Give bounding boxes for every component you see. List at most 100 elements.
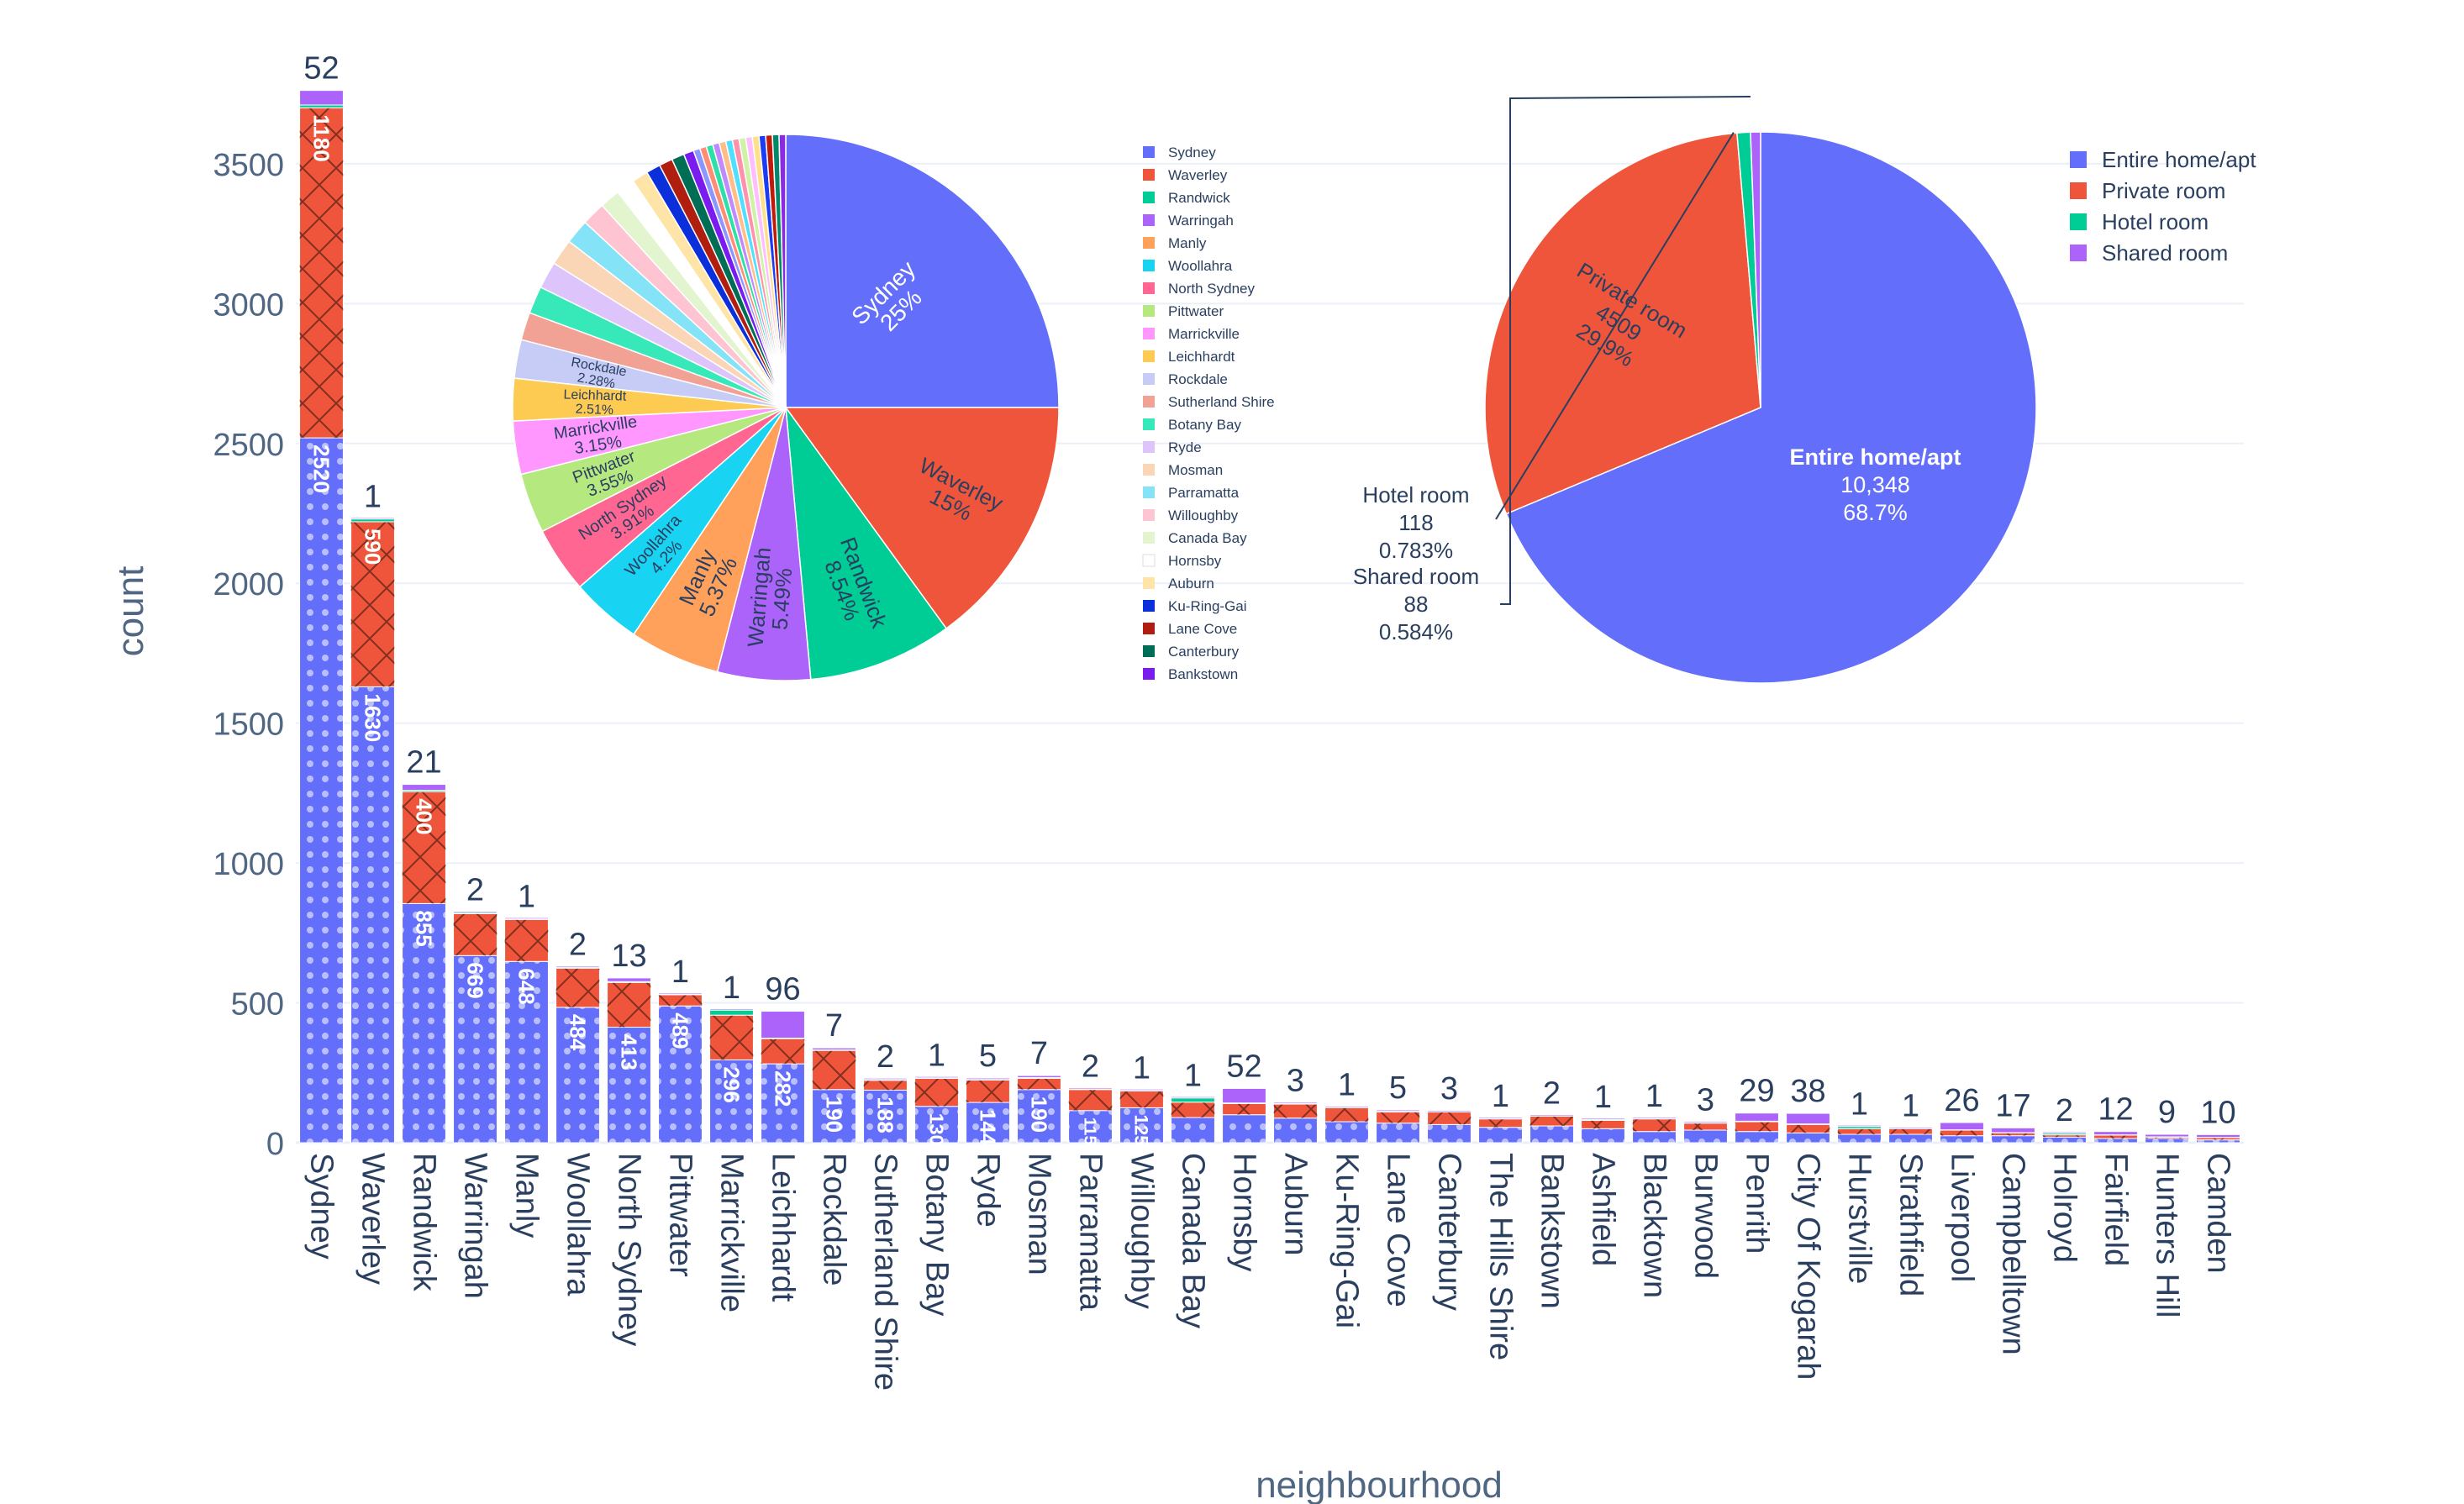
bar-entire-home-apt-city-of-kogarah-pattern — [1786, 1133, 1830, 1143]
pie-slice-shared-room — [1750, 131, 1761, 408]
bar-top-label-shared-room: 1 — [1184, 1058, 1202, 1093]
bar-entire-home-apt-warringah-pattern — [453, 955, 498, 1143]
bar-private-room-manly-pattern — [504, 919, 549, 962]
legend-swatch-ku-ring-gai — [1143, 600, 1155, 612]
bar-top-label-shared-room: 2 — [877, 1039, 894, 1075]
bar-private-room-burwood-pattern — [1683, 1123, 1728, 1131]
bar-top-label-shared-room: 2 — [1543, 1075, 1561, 1111]
bar-top-label-shared-room: 1 — [1594, 1080, 1612, 1115]
pie-slice-private-room — [1484, 132, 1761, 515]
bar-private-room-north-sydney-pattern — [607, 982, 651, 1028]
bar-top-label-shared-room: 3 — [1287, 1063, 1304, 1098]
bar-value-label-entire-home-apt: 190 — [1026, 1096, 1051, 1133]
bar-top-label-shared-room: 1 — [1492, 1079, 1509, 1114]
bar-shared-room-botany-bay — [914, 1075, 959, 1079]
bar-top-label-shared-room: 52 — [1226, 1049, 1261, 1084]
legend-swatch-ryde — [1143, 441, 1155, 453]
legend-swatch-waverley — [1143, 169, 1155, 181]
bar-top-label-shared-room: 1 — [1338, 1068, 1356, 1103]
bar-value-label-entire-home-apt: 489 — [667, 1012, 692, 1049]
bar-entire-home-apt-woollahra-pattern — [555, 1007, 600, 1143]
legend-swatch-rockdale — [1143, 373, 1155, 385]
pie-outside-label: Hotel room — [1362, 482, 1469, 507]
legend-label-mosman: Mosman — [1168, 462, 1223, 478]
bar-top-label-shared-room: 12 — [2098, 1092, 2133, 1128]
bar-top-label-shared-room: 10 — [2200, 1095, 2235, 1130]
pie-leader-line — [1500, 96, 1751, 605]
legend-swatch-private-room — [2070, 182, 2087, 199]
bar-private-room-marrickville-pattern — [709, 1015, 754, 1060]
bar-private-room-ashfield-pattern — [1581, 1120, 1625, 1129]
bar-shared-room-bankstown — [1529, 1114, 1574, 1117]
legend-swatch-shared-room — [2070, 245, 2087, 261]
legend-label-ku-ring-gai: Ku-Ring-Gai — [1168, 598, 1247, 614]
bar-entire-home-apt-rockdale-pattern — [812, 1089, 856, 1143]
x-tick-label: Randwick — [407, 1153, 442, 1292]
pie-slice-label: 68.7% — [1843, 500, 1908, 525]
x-tick-label: Leichhardt — [766, 1153, 801, 1302]
bar-private-room-sydney-pattern — [299, 108, 344, 439]
bar-entire-home-apt-hunters-hill-pattern — [2145, 1139, 2189, 1143]
bar-entire-home-apt-canada-bay-pattern — [1171, 1117, 1215, 1143]
bar-value-label-entire-home-apt: 1630 — [360, 693, 385, 742]
legend-label-willoughby: Willoughby — [1168, 507, 1239, 523]
bar-entire-home-apt-manly-pattern — [504, 961, 549, 1143]
bar-private-room-auburn-pattern — [1273, 1104, 1318, 1118]
x-tick-label: Ashfield — [1586, 1153, 1621, 1266]
x-tick-label: Holroyd — [2047, 1153, 2082, 1263]
y-tick-label: 2500 — [213, 428, 284, 463]
bar-value-label-entire-home-apt: 190 — [821, 1096, 846, 1133]
bar-shared-room-waverley — [350, 517, 395, 520]
bar-private-room-bankstown-pattern — [1529, 1116, 1574, 1127]
bar-shared-room-woollahra — [555, 965, 600, 968]
bar-top-label-shared-room: 1 — [518, 879, 535, 914]
x-tick-label: Sutherland Shire — [868, 1153, 903, 1391]
bar-top-label-shared-room: 1 — [723, 970, 740, 1006]
legend-swatch-pittwater — [1143, 305, 1155, 317]
legend-swatch-manly — [1143, 237, 1155, 249]
x-tick-label: Ryde — [971, 1153, 1006, 1228]
x-tick-label: Lane Cove — [1381, 1153, 1416, 1307]
legend-swatch-woollahra — [1143, 260, 1155, 271]
bar-shared-room-ku-ring-gai — [1324, 1106, 1369, 1108]
bar-entire-home-apt-botany-bay-pattern — [914, 1106, 959, 1143]
bar-entire-home-apt-randwick-pattern — [402, 903, 446, 1143]
bar-private-room-hurstville-pattern — [1837, 1128, 1882, 1135]
bar-shared-room-campbelltown — [1991, 1127, 2035, 1133]
legend-swatch-sutherland-shire — [1143, 396, 1155, 408]
x-tick-label: Auburn — [1278, 1153, 1314, 1256]
legend-label-ryde: Ryde — [1168, 439, 1202, 455]
bar-private-room-mosman-pattern — [1017, 1078, 1061, 1090]
bar-top-label-shared-room: 17 — [1995, 1088, 2030, 1123]
legend-swatch-mosman — [1143, 464, 1155, 476]
legend-swatch-willoughby — [1143, 509, 1155, 521]
bar-value-label-entire-home-apt: 125 — [1131, 1114, 1152, 1145]
legend-label-canterbury: Canterbury — [1168, 644, 1240, 660]
bar-top-label-shared-room: 13 — [611, 939, 646, 974]
bar-top-label-shared-room: 5 — [1389, 1070, 1407, 1106]
legend-label-woollahra: Woollahra — [1168, 258, 1233, 274]
legend-label-leichhardt: Leichhardt — [1168, 349, 1235, 365]
x-tick-label: The Hills Shire — [1483, 1153, 1519, 1360]
x-tick-label: Rockdale — [817, 1153, 852, 1286]
bar-entire-home-apt-fairfield-pattern — [2093, 1139, 2138, 1143]
legend-label-entire-home-apt: Entire home/apt — [2102, 147, 2256, 172]
bar-shared-room-holroyd — [2042, 1131, 2087, 1134]
bar-shared-room-the-hills-shire — [1478, 1117, 1523, 1119]
bar-entire-home-apt-leichhardt-pattern — [761, 1064, 805, 1143]
x-tick-label: Hornsby — [1227, 1153, 1262, 1272]
bar-entire-home-apt-hornsby-pattern — [1222, 1114, 1266, 1143]
bar-top-label-shared-room: 2 — [466, 872, 484, 907]
bar-hotel-room-canada-bay — [1171, 1097, 1215, 1103]
bar-entire-home-apt-the-hills-shire-pattern — [1478, 1127, 1523, 1143]
x-tick-label: Canada Bay — [1176, 1153, 1211, 1328]
bar-private-room-city-of-kogarah-pattern — [1786, 1124, 1830, 1133]
bar-value-label-entire-home-apt: 282 — [770, 1070, 795, 1107]
bar-private-room-pittwater-pattern — [658, 994, 703, 1007]
y-tick-label: 500 — [231, 987, 284, 1023]
x-tick-label: Bankstown — [1535, 1153, 1570, 1309]
x-tick-label: Ku-Ring-Gai — [1329, 1153, 1365, 1328]
bar-shared-room-marrickville — [709, 1008, 754, 1011]
bar-entire-home-apt-hurstville-pattern — [1837, 1134, 1882, 1143]
